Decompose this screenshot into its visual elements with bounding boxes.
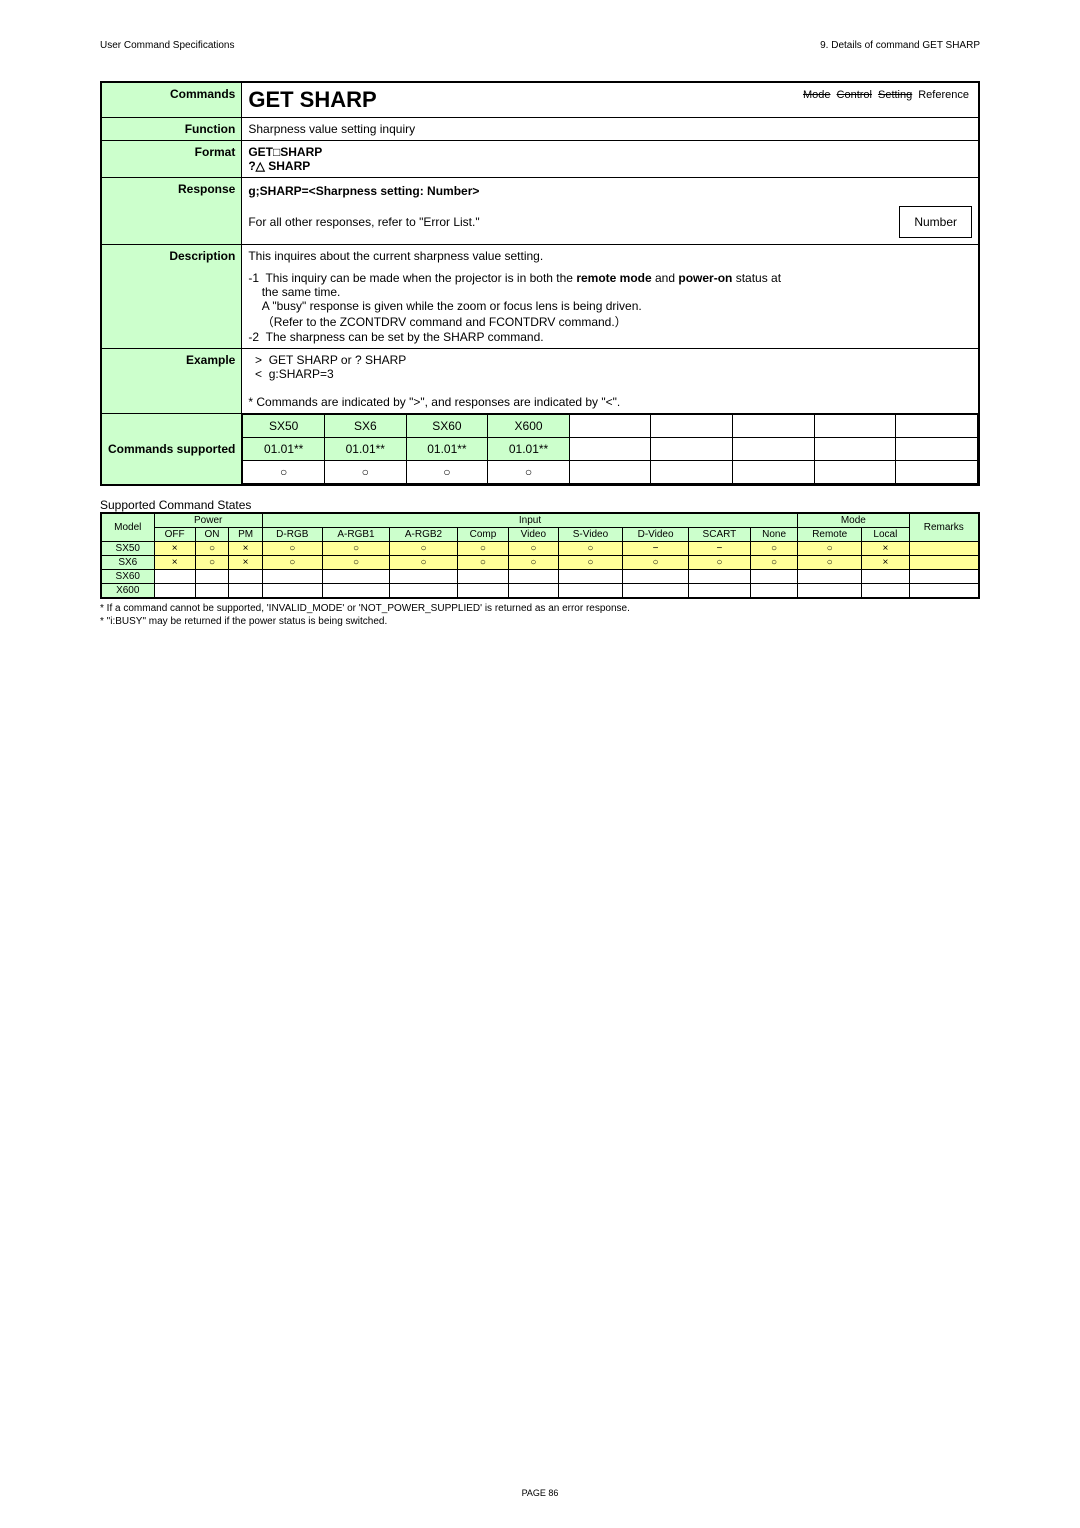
description-body: This inquires about the current sharpnes… (242, 245, 979, 349)
header-right: 9. Details of command GET SHARP (820, 40, 980, 51)
response-syntax: g;SHARP=<Sharpness setting: Number> (248, 184, 479, 198)
example-body: > GET SHARP or ? SHARP < g:SHARP=3 * Com… (242, 349, 979, 414)
response-type-box: Number (899, 206, 972, 238)
page-number: PAGE 86 (0, 1488, 1080, 1498)
response-note: For all other responses, refer to "Error… (248, 215, 479, 229)
col-mode: Mode (798, 513, 909, 528)
command-name: GET SHARP (248, 87, 376, 112)
description-label: Description (101, 245, 242, 349)
command-spec-table: Commands GET SHARP ModeControlSettingRef… (100, 81, 980, 486)
response-label: Response (101, 178, 242, 245)
col-model: Model (101, 513, 154, 542)
format-body: GET□SHARP ?△ SHARP (242, 141, 979, 178)
col-remarks: Remarks (909, 513, 979, 542)
states-table: Model Power Input Mode Remarks OFFONPMD-… (100, 512, 980, 599)
col-power: Power (154, 513, 262, 528)
format-label: Format (101, 141, 242, 178)
function-text: Sharpness value setting inquiry (242, 118, 979, 141)
states-notes: * If a command cannot be supported, 'INV… (100, 602, 980, 628)
supported-label: Commands supported (101, 414, 242, 486)
col-input: Input (262, 513, 797, 528)
states-title: Supported Command States (100, 498, 980, 512)
function-label: Function (101, 118, 242, 141)
commands-label: Commands (101, 82, 242, 118)
supported-grid: SX50SX6SX60X600 01.01**01.01**01.01**01.… (242, 414, 978, 484)
example-label: Example (101, 349, 242, 414)
header-left: User Command Specifications (100, 40, 235, 51)
command-tags: ModeControlSettingReference (800, 87, 972, 101)
